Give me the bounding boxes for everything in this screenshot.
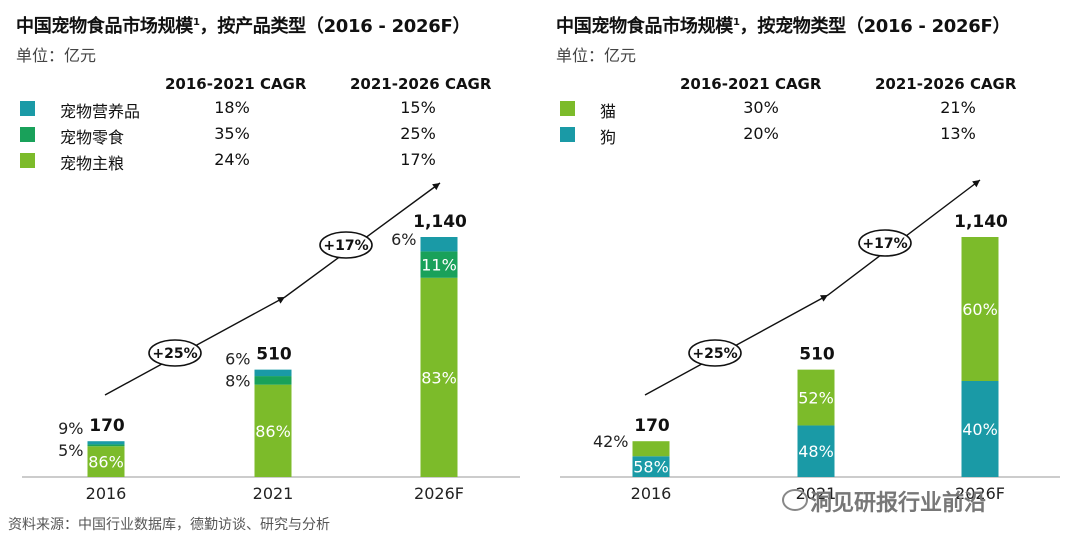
data-label: 42% [593,432,629,451]
legend-swatch [20,101,35,116]
stacked-bar-chart: 58%42%170201648%52%510202140%60%1,140202… [560,179,1060,503]
cagr-value-2021-2026: 25% [400,124,436,143]
arrowhead-icon [277,297,285,304]
growth-rate-label: +25% [692,346,737,362]
legend-item: 宠物零食 35% 25% [16,124,516,147]
cagr-value-2021-2026: 15% [400,98,436,117]
legend-swatch [20,127,35,142]
bar-segment [87,441,125,445]
growth-rate-label: +17% [323,238,368,254]
total-label: 510 [799,345,835,365]
total-label: 1,140 [954,212,1008,232]
data-label: 40% [962,420,998,439]
source-note: 资料来源：中国行业数据库，德勤访谈、研究与分析 [8,517,330,533]
legend-item: 狗 20% 13% [556,124,1056,147]
legend-swatch [20,153,35,168]
bar-segment [961,381,999,477]
cagr-value-2021-2026: 17% [400,150,436,169]
legend-item: 宠物营养品 18% 15% [16,98,516,121]
legend-item: 宠物主粮 24% 17% [16,150,516,173]
bar-segment [797,369,835,426]
bar-segment [254,376,292,385]
cagr-header-2016-2021: 2016-2021 CAGR [680,75,822,93]
growth-rate-badge [858,229,912,257]
total-label: 170 [89,416,125,436]
cagr-value-2016-2021: 30% [743,98,779,117]
data-label: 86% [255,422,291,441]
legend-swatch [560,127,575,142]
cagr-value-2016-2021: 35% [214,124,250,143]
data-label: 58% [633,458,669,477]
data-label: 6% [391,230,416,249]
bar-segment [420,237,458,252]
cagr-value-2021-2026: 21% [940,98,976,117]
cagr-value-2021-2026: 13% [940,124,976,143]
bar-segment [254,384,292,477]
data-label: 11% [421,256,457,275]
arrowhead-icon [972,180,980,188]
chart-panel-product-type: 中国宠物食品市场规模1，按产品类型（2016 - 2026F） 单位：亿元 20… [16,16,520,503]
legend-label: 猫 [600,102,617,121]
bar-segment [254,369,292,377]
stacked-bar-chart: 86%9%5%170201686%6%8%510202183%11%6%1,14… [22,182,520,503]
growth-rate-label: +25% [152,346,197,362]
data-label: 6% [225,350,250,369]
legend-label: 宠物零食 [60,128,125,147]
x-tick-label: 2026F [414,484,464,503]
x-tick-label: 2026F [955,484,1005,503]
bar-segment [420,277,458,477]
bar-segment [87,444,125,447]
wechat-icon [782,489,808,511]
unit-label: 单位：亿元 [556,46,637,65]
arrowhead-icon [820,295,828,302]
cagr-value-2016-2021: 18% [214,98,250,117]
legend-label: 宠物主粮 [60,154,125,173]
cagr-header-2021-2026: 2021-2026 CAGR [875,75,1017,93]
growth-rate-label: +17% [862,236,907,252]
growth-rate-badge [148,339,202,367]
arrowhead-icon [432,183,440,191]
legend-swatch [560,101,575,116]
cagr-value-2016-2021: 24% [214,150,250,169]
total-label: 510 [256,345,292,365]
x-tick-label: 2016 [631,484,672,503]
bar-segment [87,446,125,477]
legend-item: 猫 30% 21% [556,98,1056,121]
data-label: 83% [421,368,457,387]
chart-title: 中国宠物食品市场规模1，按产品类型（2016 - 2026F） [16,16,471,37]
chart-panel-pet-type: 中国宠物食品市场规模1，按宠物类型（2016 - 2026F） 单位：亿元 20… [540,0,1080,546]
chart-title: 中国宠物食品市场规模1，按宠物类型（2016 - 2026F） [556,16,1011,37]
data-label: 52% [798,389,834,408]
x-tick-label: 2021 [253,484,294,503]
bar-segment [632,456,670,477]
data-label: 60% [962,300,998,319]
data-label: 5% [58,441,83,460]
data-label: 86% [88,453,124,472]
growth-rate-badge [688,339,742,367]
cagr-header-2021-2026: 2021-2026 CAGR [350,75,492,93]
legend-label: 狗 [600,128,617,147]
total-label: 170 [634,416,670,436]
bar-segment [632,441,670,457]
legend-label: 宠物营养品 [60,102,141,121]
cagr-header-2016-2021: 2016-2021 CAGR [165,75,307,93]
cagr-value-2016-2021: 20% [743,124,779,143]
data-label: 9% [58,419,83,438]
growth-rate-badge [319,231,373,259]
unit-label: 单位：亿元 [16,46,97,65]
x-tick-label: 2016 [86,484,127,503]
bar-segment [961,237,999,381]
bar-segment [420,251,458,278]
data-label: 8% [225,372,250,391]
watermark-text: 洞见研报行业前沿 [810,491,987,516]
bar-segment [797,425,835,477]
data-label: 48% [798,442,834,461]
total-label: 1,140 [413,212,467,232]
